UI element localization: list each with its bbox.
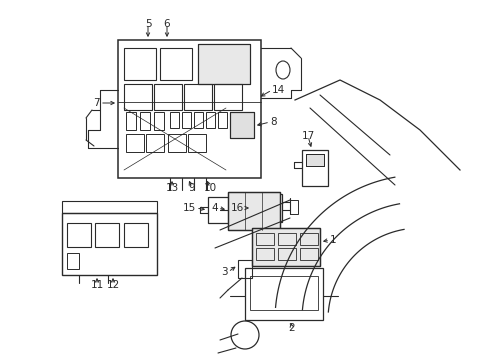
Bar [227,192,280,230]
Text: 14: 14 [271,85,285,95]
Bar [194,112,203,128]
Bar [168,134,185,152]
Bar [95,223,119,247]
Text: 11: 11 [90,280,103,290]
Bar [62,213,157,275]
Text: 13: 13 [165,183,178,193]
Bar [244,268,323,320]
Bar [124,48,156,80]
Bar [251,228,319,266]
Text: 15: 15 [183,203,196,213]
Text: 7: 7 [93,98,100,108]
Bar [305,154,324,166]
Text: 4: 4 [211,203,218,213]
Bar [124,223,148,247]
Bar [251,194,282,222]
Bar [251,228,319,266]
Text: 2: 2 [288,323,295,333]
Bar [160,48,192,80]
Bar [154,112,163,130]
Bar [124,84,152,110]
Bar [198,44,249,84]
Text: 16: 16 [230,203,244,213]
Bar [118,40,261,178]
Bar [238,260,251,278]
Text: 9: 9 [188,183,195,193]
Bar [67,253,79,269]
Bar [227,192,280,230]
Text: 12: 12 [106,280,120,290]
Text: 17: 17 [301,131,314,141]
Bar [67,223,91,247]
Bar [140,112,150,130]
Bar [146,134,163,152]
Text: 10: 10 [203,183,216,193]
Bar [183,84,212,110]
Bar [187,134,205,152]
Bar [214,84,242,110]
Text: 8: 8 [269,117,276,127]
Bar [249,276,317,310]
Bar [229,112,253,138]
Text: 6: 6 [163,19,170,29]
Bar [256,233,273,245]
Text: 5: 5 [144,19,151,29]
Bar [299,233,317,245]
Bar [218,112,226,128]
Bar [207,197,234,223]
Text: 3: 3 [221,267,227,277]
Bar [198,44,249,84]
Bar [278,248,295,260]
Bar [229,112,253,138]
Bar [154,84,182,110]
Bar [256,248,273,260]
Bar [302,150,327,186]
Bar [299,248,317,260]
Bar [278,233,295,245]
Bar [126,134,143,152]
Bar [170,112,179,128]
Bar [205,112,215,128]
Text: 1: 1 [329,235,336,245]
Bar [182,112,191,128]
Bar [305,154,324,166]
Bar [126,112,136,130]
Bar [289,200,297,214]
Bar [62,201,157,213]
